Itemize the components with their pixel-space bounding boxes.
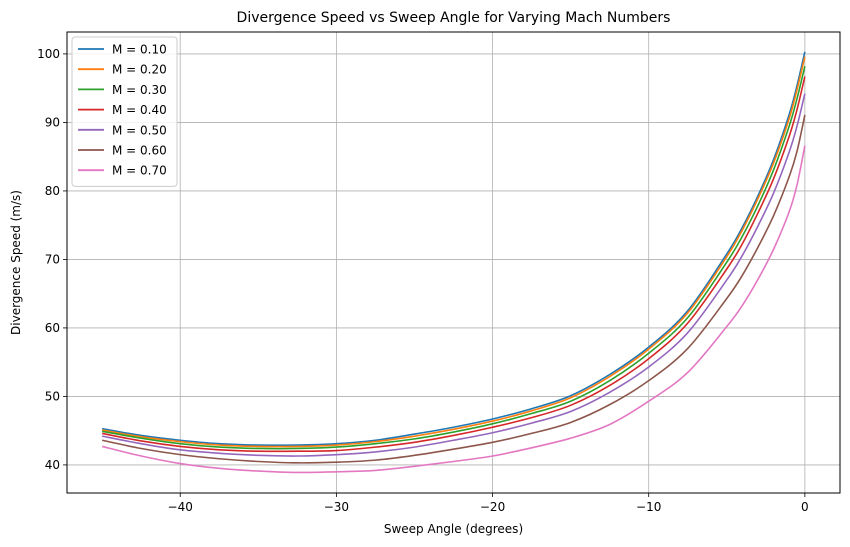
y-tick-label: 50	[45, 389, 60, 403]
x-axis-title: Sweep Angle (degrees)	[384, 522, 523, 536]
y-tick-label: 60	[45, 321, 60, 335]
legend-label-m-0-30: M = 0.30	[112, 83, 167, 97]
legend-label-m-0-40: M = 0.40	[112, 103, 167, 117]
series-line-m-0-60	[101, 114, 806, 464]
chart-title: Divergence Speed vs Sweep Angle for Vary…	[237, 10, 671, 26]
series-line-m-0-40	[101, 76, 806, 453]
series-line-m-0-70	[101, 145, 806, 474]
legend-box	[71, 36, 178, 187]
y-axis-title: Divergence Speed (m/s)	[9, 190, 23, 335]
series-line-m-0-10	[102, 51, 806, 447]
x-tick-label: −10	[636, 500, 661, 514]
x-tick-label: −40	[168, 500, 193, 514]
axis-ticks: −40 −30 −20 −10 0 40 50 60 70 80 90 100	[37, 47, 809, 514]
y-tick-label: 80	[45, 184, 60, 198]
legend-label-m-0-60: M = 0.60	[112, 144, 167, 158]
y-tick-label: 40	[45, 458, 60, 472]
legend-label-m-0-10: M = 0.10	[112, 43, 167, 57]
series-line-m-0-20	[102, 56, 806, 448]
series-line-m-0-30	[102, 66, 806, 450]
y-tick-label: 70	[45, 252, 60, 266]
series-lines	[101, 51, 806, 474]
y-tick-label: 90	[45, 115, 60, 129]
x-tick-label: −30	[324, 500, 349, 514]
legend: M = 0.10 M = 0.20 M = 0.30 M = 0.40 M = 0.50…	[71, 36, 178, 187]
series-line-m-0-50	[101, 93, 806, 457]
legend-label-m-0-20: M = 0.20	[112, 63, 167, 77]
legend-label-m-0-50: M = 0.50	[112, 123, 167, 137]
plot-frame	[66, 31, 841, 494]
x-tick-label: 0	[801, 500, 809, 514]
legend-label-m-0-70: M = 0.70	[112, 164, 167, 178]
x-tick-label: −20	[480, 500, 505, 514]
grid	[67, 32, 840, 493]
y-tick-label: 100	[37, 47, 60, 61]
